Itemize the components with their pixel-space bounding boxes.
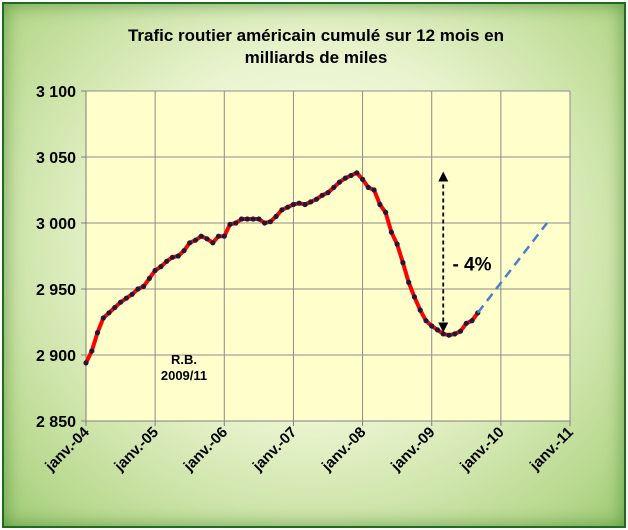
data-point bbox=[377, 201, 383, 208]
arrow-down-head bbox=[438, 322, 449, 333]
x-tick-label: janv.-11 bbox=[526, 424, 577, 475]
data-point bbox=[348, 172, 354, 179]
data-point bbox=[146, 275, 152, 281]
data-point bbox=[411, 294, 417, 300]
data-point bbox=[192, 237, 199, 243]
x-ticks: janv.-04 janv.-05 janv.-06 janv.-07 janv.-08… bbox=[41, 421, 577, 475]
data-point bbox=[302, 201, 308, 208]
data-point bbox=[250, 216, 256, 222]
data-point bbox=[342, 175, 348, 181]
data-point bbox=[296, 200, 302, 206]
data-point bbox=[469, 318, 475, 324]
data-point bbox=[210, 240, 216, 246]
y-tick-label: 3 050 bbox=[36, 150, 76, 167]
x-tick-label: janv.-06 bbox=[180, 424, 231, 475]
data-point bbox=[135, 286, 141, 292]
data-point bbox=[457, 328, 464, 334]
data-point bbox=[100, 315, 106, 321]
x-tick-label: janv.-10 bbox=[456, 424, 507, 475]
author-note: 2009/11 bbox=[161, 368, 207, 383]
y-tick-label: 2 850 bbox=[36, 414, 76, 431]
data-point bbox=[94, 330, 101, 336]
data-point bbox=[112, 304, 118, 311]
x-tick-label: janv.-09 bbox=[387, 424, 438, 475]
arrow-up-head bbox=[438, 171, 449, 182]
chart-title-line-2: milliards de miles bbox=[245, 48, 388, 67]
data-point bbox=[331, 184, 337, 190]
data-point bbox=[446, 332, 452, 338]
x-tick-label: janv.-04 bbox=[41, 423, 93, 475]
data-point bbox=[290, 201, 296, 208]
data-point bbox=[325, 190, 331, 196]
data-point bbox=[129, 291, 135, 297]
data-point bbox=[187, 240, 193, 246]
data-point bbox=[319, 192, 325, 198]
data-point bbox=[336, 179, 343, 185]
data-point bbox=[313, 196, 320, 202]
data-point bbox=[215, 233, 222, 239]
data-point bbox=[388, 229, 394, 235]
data-point bbox=[204, 236, 210, 242]
data-point bbox=[141, 283, 147, 289]
data-point bbox=[423, 318, 429, 324]
y-tick-label: 3 000 bbox=[36, 216, 76, 233]
data-point bbox=[198, 233, 204, 239]
data-point bbox=[417, 307, 423, 313]
data-point bbox=[267, 219, 273, 225]
data-point bbox=[463, 320, 469, 326]
data-point bbox=[429, 323, 435, 329]
data-point bbox=[106, 310, 112, 316]
data-point bbox=[285, 204, 291, 210]
data-point bbox=[371, 187, 377, 193]
data-point bbox=[164, 258, 170, 264]
trend-projection-line bbox=[476, 222, 548, 314]
data-point bbox=[118, 299, 124, 305]
plot-area bbox=[86, 91, 570, 421]
data-point bbox=[244, 216, 250, 222]
data-point bbox=[256, 216, 262, 222]
data-point bbox=[360, 176, 366, 182]
data-point bbox=[452, 331, 458, 337]
data-point bbox=[434, 327, 441, 333]
data-point bbox=[227, 221, 233, 227]
y-ticks: 2 850 2 900 2 950 3 000 3 050 3 100 bbox=[36, 84, 86, 431]
data-point bbox=[175, 253, 181, 259]
data-point bbox=[233, 220, 239, 226]
percent-decline-label: - 4% bbox=[452, 255, 491, 276]
chart-title-line-1: Trafic routier américain cumulé sur 12 m… bbox=[128, 26, 504, 45]
data-point bbox=[394, 241, 400, 247]
grid bbox=[86, 90, 571, 421]
annotations: R.B.2009/11 - 4% bbox=[161, 171, 492, 383]
data-point bbox=[440, 331, 446, 337]
data-point bbox=[158, 264, 164, 270]
data-point bbox=[400, 260, 406, 266]
series bbox=[83, 170, 548, 366]
x-tick-label: janv.-07 bbox=[249, 424, 300, 475]
data-point bbox=[406, 279, 412, 285]
data-point bbox=[365, 184, 371, 190]
data-point bbox=[279, 207, 285, 213]
x-tick-label: janv.-08 bbox=[318, 424, 369, 475]
data-point bbox=[83, 360, 89, 366]
y-tick-label: 2 900 bbox=[36, 348, 76, 365]
data-point bbox=[239, 216, 245, 222]
data-point bbox=[273, 213, 279, 219]
data-point bbox=[308, 199, 314, 205]
data-point bbox=[152, 267, 158, 274]
data-point bbox=[89, 348, 95, 354]
y-tick-label: 2 950 bbox=[36, 282, 76, 299]
data-point bbox=[383, 209, 389, 215]
data-point bbox=[354, 170, 360, 176]
data-point bbox=[123, 295, 129, 301]
y-tick-label: 3 100 bbox=[36, 84, 76, 101]
data-point bbox=[169, 254, 175, 260]
x-tick-label: janv.-05 bbox=[111, 424, 162, 475]
data-point bbox=[262, 220, 268, 226]
data-point bbox=[181, 248, 187, 254]
author-note: R.B. bbox=[171, 352, 197, 367]
line-chart: Trafic routier américain cumulé sur 12 m… bbox=[36, 26, 577, 475]
data-point bbox=[221, 233, 227, 239]
